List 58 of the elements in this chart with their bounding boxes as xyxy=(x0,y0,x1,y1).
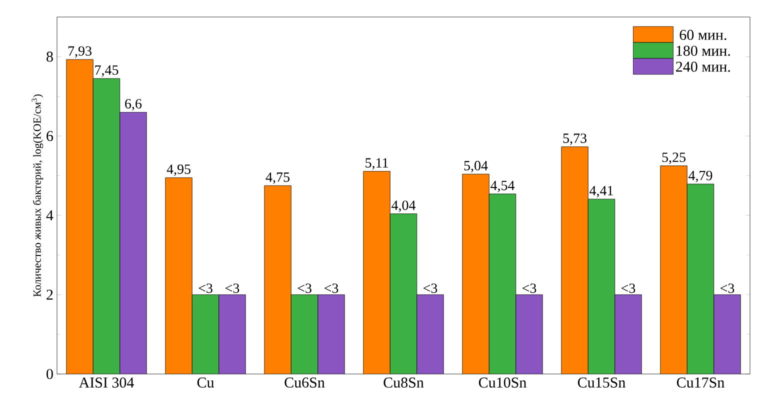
bar xyxy=(489,194,516,374)
bar xyxy=(66,59,94,374)
bar xyxy=(588,199,615,374)
x-tick-label: Cu17Sn xyxy=(676,378,724,388)
bar xyxy=(714,294,741,374)
bar xyxy=(561,146,588,374)
bar xyxy=(416,294,444,374)
data-label: 4,04 xyxy=(392,200,416,212)
x-tick-label: Cu xyxy=(197,378,214,388)
data-label: <3 xyxy=(720,284,734,293)
data-label: 4,95 xyxy=(166,164,190,176)
bar xyxy=(264,186,292,374)
bar xyxy=(516,294,543,374)
y-tick-label: 2 xyxy=(46,290,53,300)
legend-label: 60 мин. xyxy=(680,30,726,40)
bar xyxy=(462,174,490,374)
data-label: 7,45 xyxy=(95,65,118,77)
data-label: <3 xyxy=(423,284,438,293)
bar xyxy=(120,112,147,374)
data-label: 5,04 xyxy=(464,160,488,172)
data-label: <3 xyxy=(324,284,338,293)
bar xyxy=(660,166,688,374)
data-label: <3 xyxy=(225,284,240,293)
data-label: 7,93 xyxy=(68,46,92,58)
x-tick-label: Cu10Sn xyxy=(478,378,526,388)
data-label: <3 xyxy=(522,284,536,293)
data-label: 5,73 xyxy=(563,134,586,146)
bar xyxy=(318,294,345,374)
bar xyxy=(363,171,390,374)
data-label: 4,54 xyxy=(490,180,515,192)
bar xyxy=(165,178,192,374)
x-tick-label: Cu15Sn xyxy=(578,378,626,388)
x-tick-label: Cu6Sn xyxy=(284,378,325,388)
y-tick-label: 6 xyxy=(46,130,54,142)
data-label: <3 xyxy=(198,284,212,293)
data-label: 5,25 xyxy=(662,152,686,164)
data-label: 6,6 xyxy=(125,99,142,111)
data-label: <3 xyxy=(298,284,312,293)
bar xyxy=(614,294,642,374)
bar xyxy=(218,294,246,374)
y-axis-title: Количество живых бактерий, log(KOE/см$^{3}$) xyxy=(32,94,44,297)
y-tick-label: 0 xyxy=(46,368,53,380)
y-tick-label: 4 xyxy=(46,210,54,220)
bar xyxy=(686,184,714,374)
data-label: <3 xyxy=(621,284,636,293)
x-tick-label: Cu8Sn xyxy=(384,378,424,388)
data-label: 4,41 xyxy=(590,186,613,198)
bar xyxy=(192,294,219,374)
legend-label: 180 мин. xyxy=(676,46,730,56)
y-tick-label: 8 xyxy=(46,52,53,62)
data-label: 5,11 xyxy=(366,158,388,170)
data-label: 4,79 xyxy=(688,170,712,182)
legend-label: 240 мин. xyxy=(676,62,730,72)
bar xyxy=(93,78,120,374)
bar xyxy=(390,214,417,374)
bar xyxy=(291,294,318,374)
data-label: 4,75 xyxy=(266,172,290,184)
x-tick-label: AISI 304 xyxy=(78,378,134,388)
